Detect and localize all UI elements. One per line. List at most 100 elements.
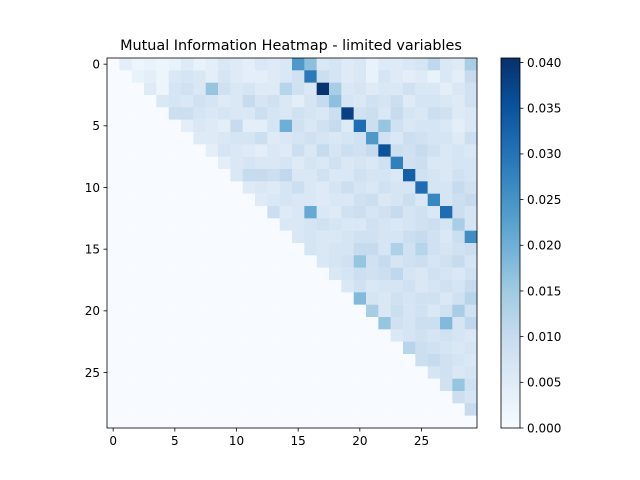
heatmap-cell: [427, 132, 441, 145]
colorbar-tick-label: 0.015: [527, 284, 561, 298]
heatmap-cell: [292, 341, 305, 355]
heatmap-cell: [107, 354, 120, 367]
heatmap-cell: [131, 58, 145, 71]
heatmap-cell: [230, 193, 243, 207]
heatmap-cell: [329, 317, 342, 330]
heatmap-cell: [329, 181, 342, 194]
heatmap-cell: [119, 317, 132, 330]
heatmap-cell: [119, 366, 132, 379]
heatmap-cell: [292, 366, 305, 379]
heatmap-cell: [304, 415, 317, 429]
heatmap-cell: [366, 280, 379, 293]
heatmap-cell: [464, 317, 478, 330]
heatmap-cell: [464, 329, 478, 342]
heatmap-cell: [107, 267, 120, 281]
heatmap-cell: [205, 317, 219, 330]
heatmap-cell: [378, 255, 391, 268]
heatmap-cell: [341, 58, 354, 71]
heatmap-cell: [242, 156, 256, 170]
heatmap-cell: [279, 391, 293, 404]
heatmap-cell: [279, 341, 293, 355]
heatmap-cell: [316, 58, 330, 71]
heatmap-cell: [292, 156, 305, 170]
heatmap-cell: [316, 267, 330, 281]
heatmap-cell: [255, 292, 268, 305]
heatmap-cell: [242, 391, 256, 404]
heatmap-cell: [255, 156, 268, 170]
heatmap-cell: [205, 329, 219, 342]
heatmap-cell: [341, 169, 354, 182]
heatmap-cell: [218, 415, 231, 429]
heatmap-cell: [119, 206, 132, 219]
heatmap-cell: [440, 280, 453, 293]
heatmap-cell: [316, 292, 330, 305]
heatmap-cell: [366, 341, 379, 355]
heatmap-cell: [230, 218, 243, 231]
y-tick-label: 0: [92, 57, 100, 71]
heatmap-cell: [353, 378, 367, 392]
heatmap-cell: [452, 156, 465, 170]
heatmap-cell: [353, 415, 367, 429]
heatmap-cell: [415, 218, 428, 231]
heatmap-cell: [427, 181, 441, 194]
heatmap-cell: [119, 304, 132, 318]
heatmap-cell: [230, 58, 243, 71]
heatmap-cell: [427, 317, 441, 330]
heatmap-cell: [440, 156, 453, 170]
heatmap-cell: [181, 267, 194, 281]
heatmap-cell: [218, 132, 231, 145]
heatmap-cell: [353, 218, 367, 231]
heatmap-cell: [292, 119, 305, 133]
heatmap-cell: [329, 267, 342, 281]
heatmap-cell: [267, 181, 280, 194]
heatmap-cell: [329, 366, 342, 379]
heatmap-cell: [329, 169, 342, 182]
heatmap-cell: [119, 391, 132, 404]
heatmap-cell: [366, 255, 379, 268]
heatmap-cell: [440, 378, 453, 392]
heatmap-cell: [378, 132, 391, 145]
heatmap-cell: [193, 70, 206, 83]
heatmap-cell: [304, 267, 317, 281]
heatmap-cell: [255, 144, 268, 157]
heatmap-cell: [156, 169, 169, 182]
heatmap-cell: [193, 292, 206, 305]
heatmap-cell: [366, 218, 379, 231]
heatmap-cell: [218, 341, 231, 355]
heatmap-cell: [255, 366, 268, 379]
heatmap-cell: [403, 206, 416, 219]
heatmap-cell: [131, 255, 145, 268]
heatmap-cell: [464, 107, 478, 120]
heatmap-cell: [205, 144, 219, 157]
heatmap-cell: [131, 391, 145, 404]
heatmap-cell: [353, 70, 367, 83]
heatmap-cell: [452, 181, 465, 194]
heatmap-cell: [193, 341, 206, 355]
heatmap-cell: [329, 243, 342, 256]
heatmap-cell: [205, 243, 219, 256]
heatmap-cell: [403, 329, 416, 342]
heatmap-cell: [353, 230, 367, 244]
heatmap-cell: [329, 280, 342, 293]
heatmap-cell: [378, 193, 391, 207]
heatmap-cell: [156, 280, 169, 293]
heatmap-cell: [279, 193, 293, 207]
heatmap-cell: [316, 169, 330, 182]
heatmap-cell: [156, 304, 169, 318]
heatmap-cell: [353, 169, 367, 182]
heatmap-cell: [366, 119, 379, 133]
colorbar-tick-label: 0.010: [527, 330, 561, 344]
heatmap-cell: [181, 169, 194, 182]
heatmap-cell: [464, 415, 478, 429]
heatmap-cell: [329, 132, 342, 145]
heatmap-cell: [168, 243, 182, 256]
heatmap-cell: [378, 403, 391, 416]
heatmap-cell: [427, 206, 441, 219]
heatmap-cell: [403, 415, 416, 429]
heatmap-cell: [316, 280, 330, 293]
heatmap-cell: [452, 378, 465, 392]
heatmap-cell: [427, 341, 441, 355]
heatmap-cell: [464, 304, 478, 318]
heatmap-cell: [181, 218, 194, 231]
heatmap-cell: [144, 82, 157, 96]
